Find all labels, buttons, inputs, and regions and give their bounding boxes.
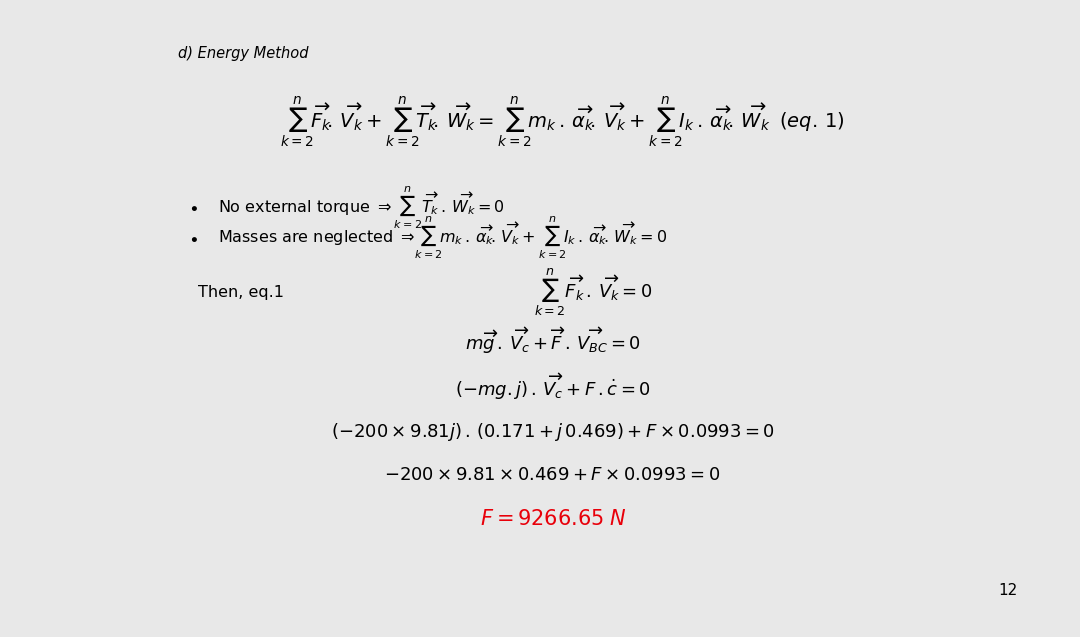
Text: $\sum_{k=2}^{n}\overrightarrow{F_k}\,.\,\overrightarrow{V_k} = 0$: $\sum_{k=2}^{n}\overrightarrow{F_k}\,.\,… xyxy=(534,267,652,318)
Text: $(-mg.j)\,.\,\overrightarrow{V_c} + F\,.\dot{c} = 0$: $(-mg.j)\,.\,\overrightarrow{V_c} + F\,.… xyxy=(455,371,650,403)
Text: $\sum_{k=2}^{n}\!\overrightarrow{F_k}\!.\,\overrightarrow{V_k} + \sum_{k=2}^{n}\: $\sum_{k=2}^{n}\!\overrightarrow{F_k}\!.… xyxy=(281,95,845,150)
Text: $\bullet$: $\bullet$ xyxy=(188,229,198,247)
Text: 12: 12 xyxy=(999,583,1017,598)
Text: $-200 \times 9.81 \times 0.469 + F \times 0.0993 = 0$: $-200 \times 9.81 \times 0.469 + F \time… xyxy=(384,466,720,484)
Text: $m\overrightarrow{g}\,.\,\overrightarrow{V_c} + \overrightarrow{F}\,.\,\overrigh: $m\overrightarrow{g}\,.\,\overrightarrow… xyxy=(464,324,640,355)
Text: Masses are neglected $\Rightarrow\!\sum_{k=2}^{n}\!m_k\,.\,\overrightarrow{\alph: Masses are neglected $\Rightarrow\!\sum_… xyxy=(218,215,667,261)
Text: $\mathit{F = 9266.65\;N}$: $\mathit{F = 9266.65\;N}$ xyxy=(480,509,625,529)
Text: No external torque $\Rightarrow \sum_{k=2}^{n}\overrightarrow{T_k}\,.\,\overrigh: No external torque $\Rightarrow \sum_{k=… xyxy=(218,184,504,231)
Text: $\bullet$: $\bullet$ xyxy=(188,198,198,217)
Text: Then, eq.1: Then, eq.1 xyxy=(198,285,284,300)
Text: $(-200 \times 9.81j)\,.\,(0.171 + j\,0.469) + F \times 0.0993 = 0$: $(-200 \times 9.81j)\,.\,(0.171 + j\,0.4… xyxy=(330,422,774,443)
Text: d) Energy Method: d) Energy Method xyxy=(177,47,308,61)
